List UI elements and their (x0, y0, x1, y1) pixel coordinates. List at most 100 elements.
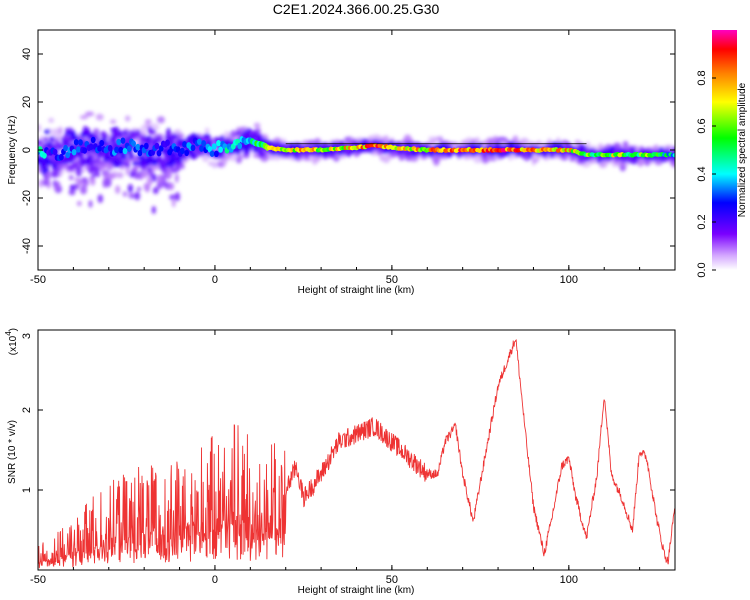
spectrogram-band-blob (112, 135, 120, 141)
spectrogram-ridge-cell (237, 142, 243, 150)
spectrogram-tail-blob (76, 200, 82, 207)
spectrogram-tail-blob (55, 181, 61, 189)
spectrogram-band-blob (86, 154, 93, 162)
spectrogram-band-blob (131, 133, 137, 140)
spectrogram-band-blob (64, 131, 72, 136)
spectrogram-ridge-cell (78, 139, 83, 146)
figure-title: C2E1.2024.366.00.25.G30 (273, 1, 440, 17)
spectrogram-band-blob (38, 157, 42, 165)
snr-x-tick-label: 0 (212, 574, 218, 586)
spectrogram-x-ticks: -50 0 50 100 (30, 30, 676, 286)
spectrogram-halo-blob (253, 122, 261, 129)
spectrogram-halo-blob (220, 158, 228, 165)
spectrogram-ridge-cell (672, 152, 675, 158)
colorbar: 0.0 0.2 0.4 0.6 0.8 Normalized spectral ampl… (696, 30, 748, 278)
spectrogram-ridge-cell (182, 141, 187, 148)
spectrogram-halo-blob (224, 130, 229, 138)
spectrogram-halo-blob (140, 124, 147, 134)
colorbar-gradient (712, 30, 737, 270)
spectrogram-tail-blob (75, 169, 80, 174)
spectrogram-halo-blob (116, 172, 124, 179)
spectrogram-ridge-cell (114, 146, 119, 154)
spectrogram-band-blob (664, 147, 671, 153)
spectrogram-band-blob (138, 159, 144, 166)
spectrogram-ridge-cell (209, 150, 215, 157)
spectrogram-band-blob (139, 136, 145, 144)
spectrogram-tail-blob (90, 165, 95, 172)
spectrogram-halo-blob (211, 161, 219, 168)
snr-x-tick-label: 100 (560, 574, 578, 586)
spectrogram-band-blob (112, 141, 118, 147)
spectrogram-ridge-cell (118, 146, 124, 154)
spectrogram-ridge-cell (154, 142, 160, 150)
snr-y-axis-label: SNR (10 * v/v) (7, 420, 18, 484)
spectrogram-halo-blob (48, 117, 55, 123)
spectrogram-band-blob (66, 136, 73, 144)
spectrogram-tail-blob (81, 177, 88, 182)
snr-x-tick-label: 50 (386, 574, 398, 586)
spectrogram-band-blob (82, 130, 90, 137)
spectrogram-tail-blob (169, 194, 176, 201)
spectrogram-band-blob (158, 162, 166, 170)
spectrogram-tail-blob (88, 200, 93, 208)
spectrogram-tail-blob (145, 184, 150, 193)
spectrogram-tail-blob (68, 175, 74, 181)
spectrogram-band-blob (164, 162, 172, 167)
spectrogram-ridge-cell (63, 144, 69, 152)
spectrogram-tail-blob (52, 168, 59, 178)
spectrogram-ridge-cell (158, 145, 164, 152)
spectrogram-halo-blob (109, 119, 117, 124)
spectrogram-ridge-cell (116, 138, 122, 146)
spectrogram-band-blob (54, 142, 62, 149)
spectrogram-band-blob (100, 130, 107, 139)
spectrogram-halo-blob (79, 115, 89, 120)
spectrogram-band-blob (445, 151, 453, 158)
spectrogram-ridge-cell (99, 139, 105, 147)
spectrogram-band-blob (151, 158, 158, 167)
spectrogram-halo-blob (433, 136, 442, 141)
spectrogram-band-blob (104, 153, 112, 162)
spectrogram-band-blob (551, 143, 556, 148)
spectrogram-band-blob (128, 151, 134, 160)
spectrogram-tail-blob (95, 166, 100, 175)
spectrogram-ridge-cell (211, 143, 217, 150)
spectrogram-heatmap (38, 111, 675, 214)
spectrogram-tail-blob (77, 178, 82, 187)
spectrogram-x-tick-label: 50 (386, 274, 398, 286)
spectrogram-tail-blob (103, 170, 109, 180)
spectrogram-halo-blob (569, 157, 575, 162)
spectrogram-halo-blob (314, 137, 321, 146)
spectrogram-band-blob (51, 163, 58, 170)
colorbar-tick-label: 0.4 (696, 166, 708, 181)
snr-scale-factor: (x104) (4, 328, 19, 355)
spectrogram-halo-blob (38, 124, 42, 133)
spectrogram-halo-blob (124, 115, 131, 122)
spectrogram-tail-blob (129, 173, 134, 178)
spectrogram-halo-blob (481, 156, 490, 164)
spectrogram-band-blob (38, 140, 43, 146)
spectrogram-band-blob (500, 152, 506, 159)
spectrogram-halo-blob (230, 153, 238, 160)
spectrogram-panel: -50 0 50 100 -40 -20 0 20 40 Height of straight… (7, 29, 676, 296)
spectrogram-tail-blob (151, 173, 157, 182)
spectrogram-band-blob (168, 158, 176, 165)
spectrogram-ridge-cell (165, 139, 170, 146)
spectrogram-ridge-cell (135, 143, 141, 151)
spectrogram-ridge-cell (137, 149, 143, 157)
spectrogram-band-blob (233, 148, 242, 155)
spectrogram-ridge-cell (97, 145, 102, 152)
spectrogram-band-blob (149, 137, 155, 144)
spectrogram-tail-blob (104, 177, 112, 188)
spectrogram-band-blob (132, 161, 139, 166)
spectrogram-halo-blob (497, 136, 507, 142)
spectrogram-band-blob (67, 164, 76, 171)
spectrogram-band-blob (236, 130, 241, 137)
spectrogram-x-axis-label: Height of straight line (km) (298, 285, 415, 296)
snr-scale-prefix: (x10 (8, 335, 19, 355)
spectrogram-halo-blob (229, 130, 237, 139)
spectrogram-ridge-cell (82, 147, 88, 154)
snr-y-ticks: 1 2 3 (21, 329, 675, 493)
spectrogram-ridge-cell (184, 149, 190, 157)
spectrogram-ridge-cell (213, 150, 219, 158)
spectrogram-halo-blob (38, 179, 44, 188)
